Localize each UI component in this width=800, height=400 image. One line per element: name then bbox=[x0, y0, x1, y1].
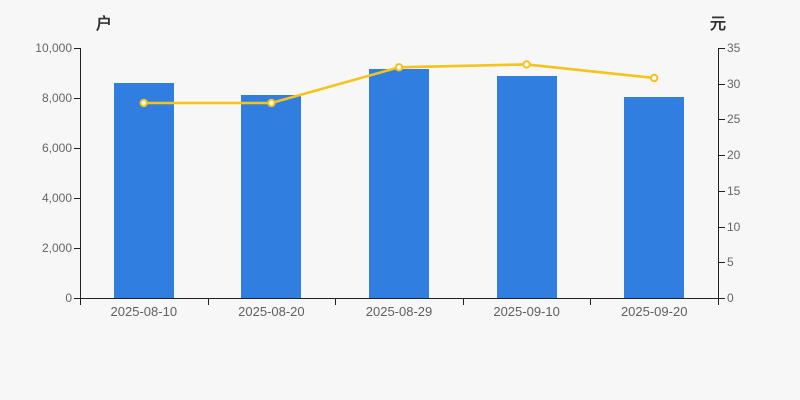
left-axis-tick-label: 0 bbox=[65, 291, 72, 305]
right-axis-tick-label: 35 bbox=[727, 41, 741, 55]
right-axis-tick bbox=[719, 190, 725, 192]
left-axis-tick-label: 2,000 bbox=[41, 241, 72, 255]
bar bbox=[496, 75, 557, 298]
bar bbox=[113, 82, 174, 298]
left-axis-tick bbox=[74, 248, 80, 249]
line-data-point bbox=[650, 73, 659, 83]
x-axis-line bbox=[80, 298, 719, 299]
left-axis-unit-label: 户 bbox=[96, 16, 113, 33]
right-axis-tick bbox=[719, 226, 725, 228]
right-axis-tick-label: 0 bbox=[727, 291, 734, 305]
left-axis-tick bbox=[74, 98, 80, 99]
bar bbox=[369, 69, 429, 298]
bar bbox=[624, 96, 685, 298]
right-axis-tick-label: 5 bbox=[727, 255, 734, 270]
right-axis-tick-label: 10 bbox=[727, 219, 741, 234]
x-axis-category-label: 2025-08-10 bbox=[110, 304, 178, 319]
x-axis-tick bbox=[207, 298, 209, 305]
right-axis-tick-label: 15 bbox=[727, 183, 741, 198]
bar bbox=[241, 94, 302, 298]
right-y-axis-line bbox=[718, 48, 719, 298]
line-data-point bbox=[522, 60, 531, 69]
left-axis-tick-label: 8,000 bbox=[41, 91, 72, 105]
left-y-axis-line bbox=[80, 48, 81, 298]
x-axis-tick bbox=[80, 298, 81, 305]
left-axis-tick-label: 6,000 bbox=[41, 141, 72, 155]
x-axis-category-label: 2025-08-20 bbox=[238, 304, 305, 319]
x-axis-category-label: 2025-09-10 bbox=[493, 304, 560, 319]
right-axis-tick-label: 25 bbox=[727, 112, 741, 127]
left-axis-tick bbox=[74, 298, 80, 299]
line-data-point bbox=[139, 98, 149, 108]
right-axis-tick bbox=[719, 155, 725, 157]
right-axis-tick-label: 20 bbox=[727, 148, 741, 163]
x-axis-tick bbox=[590, 298, 592, 305]
x-axis-category-label: 2025-09-20 bbox=[620, 304, 688, 319]
right-axis-tick-label: 30 bbox=[727, 76, 741, 91]
x-axis-tick bbox=[462, 298, 464, 305]
x-axis-category-label: 2025-08-29 bbox=[365, 304, 433, 319]
right-axis-unit-label: 元 bbox=[710, 16, 727, 33]
right-axis-tick bbox=[719, 48, 725, 49]
line-data-point bbox=[394, 63, 404, 72]
left-axis-tick bbox=[74, 148, 80, 149]
x-axis-tick bbox=[718, 298, 719, 305]
left-axis-tick-label: 10,000 bbox=[35, 41, 72, 55]
right-axis-tick bbox=[719, 119, 725, 121]
left-axis-tick bbox=[74, 198, 80, 199]
left-axis-tick bbox=[74, 48, 80, 49]
right-axis-tick bbox=[719, 262, 725, 264]
left-axis-tick-label: 4,000 bbox=[41, 191, 72, 205]
line-data-point bbox=[267, 98, 276, 108]
x-axis-tick bbox=[335, 298, 337, 305]
right-axis-tick bbox=[719, 298, 725, 299]
right-axis-tick bbox=[719, 83, 725, 85]
